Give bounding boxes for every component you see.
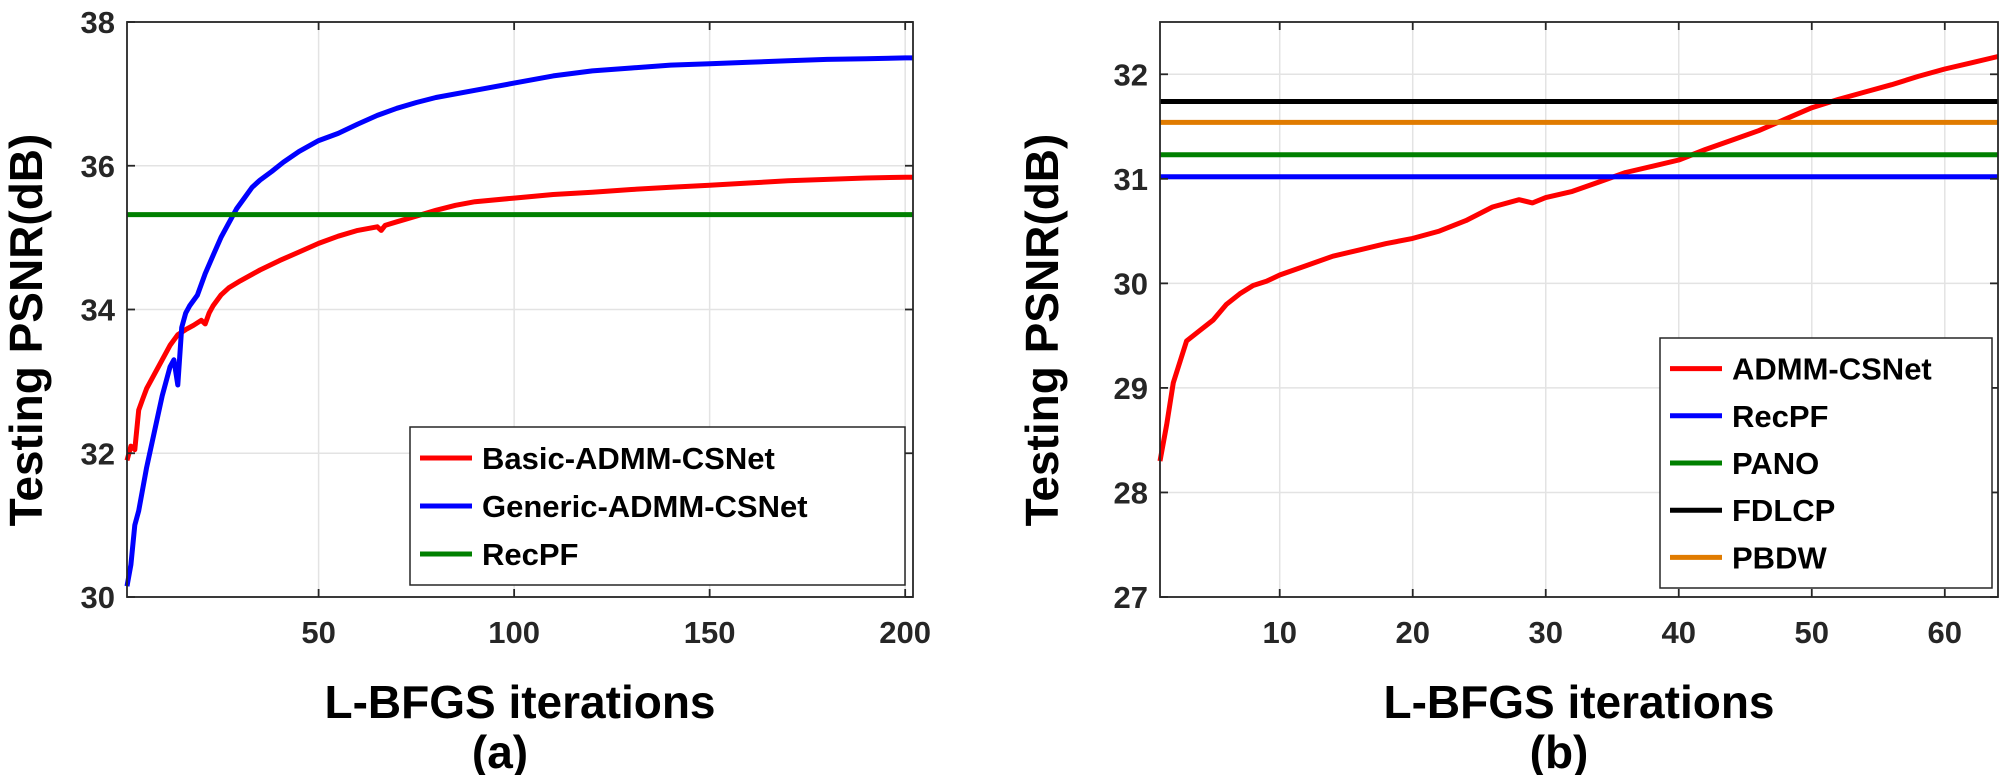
y-tick-label: 32 xyxy=(81,436,115,471)
panel-caption: (a) xyxy=(472,726,528,775)
y-tick-label: 30 xyxy=(1114,266,1148,301)
legend-label: Generic-ADMM-CSNet xyxy=(482,489,808,524)
y-axis-label: Testing PSNR(dB) xyxy=(0,134,52,527)
x-tick-label: 40 xyxy=(1662,615,1696,650)
legend: Basic-ADMM-CSNet Generic-ADMM-CSNet RecPF xyxy=(409,426,906,586)
legend-label: Basic-ADMM-CSNet xyxy=(482,441,775,476)
x-tick-label: 150 xyxy=(684,615,736,650)
series-line-generic-admm-csnet xyxy=(124,55,913,587)
y-tick-label: 29 xyxy=(1114,371,1148,406)
panel-a: 50 100 150 200 30 32 34 36 38 L-BFGS iterations Te… xyxy=(0,5,931,775)
legend-label: PBDW xyxy=(1732,540,1827,575)
x-axis-label: L-BFGS iterations xyxy=(324,676,715,728)
legend-label: ADMM-CSNet xyxy=(1732,352,1932,387)
x-tick-label: 50 xyxy=(1795,615,1829,650)
legend-box xyxy=(409,426,906,586)
y-tick-label: 38 xyxy=(81,5,115,40)
x-tick-label: 60 xyxy=(1928,615,1962,650)
y-axis-label: Testing PSNR(dB) xyxy=(1016,134,1068,527)
x-tick-label: 30 xyxy=(1529,615,1563,650)
y-tick-label: 31 xyxy=(1114,162,1148,197)
x-tick-label: 20 xyxy=(1395,615,1429,650)
y-tick-label: 28 xyxy=(1114,475,1148,510)
legend-label: PANO xyxy=(1732,446,1819,481)
y-tick-label: 32 xyxy=(1114,57,1148,92)
legend-label: FDLCP xyxy=(1732,493,1835,528)
legend-label: RecPF xyxy=(1732,399,1828,434)
y-tick-label: 36 xyxy=(81,149,115,184)
panel-b: 10 20 30 40 50 60 27 28 29 30 31 32 L-BFGS iteration… xyxy=(1016,21,1999,775)
y-tick-label: 34 xyxy=(81,293,116,328)
x-tick-label: 50 xyxy=(301,615,335,650)
legend-label: RecPF xyxy=(482,537,578,572)
panel-caption: (b) xyxy=(1530,726,1589,775)
x-tick-label: 100 xyxy=(488,615,540,650)
x-tick-label: 200 xyxy=(879,615,931,650)
y-tick-label: 30 xyxy=(81,580,115,615)
series-line-basic-admm-csnet xyxy=(124,174,913,462)
legend: ADMM-CSNet RecPF PANO FDLCP PBDW xyxy=(1659,337,1993,589)
y-tick-label: 27 xyxy=(1114,580,1148,615)
axes-box xyxy=(1159,21,1999,598)
x-axis-label: L-BFGS iterations xyxy=(1383,676,1774,728)
x-tick-label: 10 xyxy=(1262,615,1296,650)
